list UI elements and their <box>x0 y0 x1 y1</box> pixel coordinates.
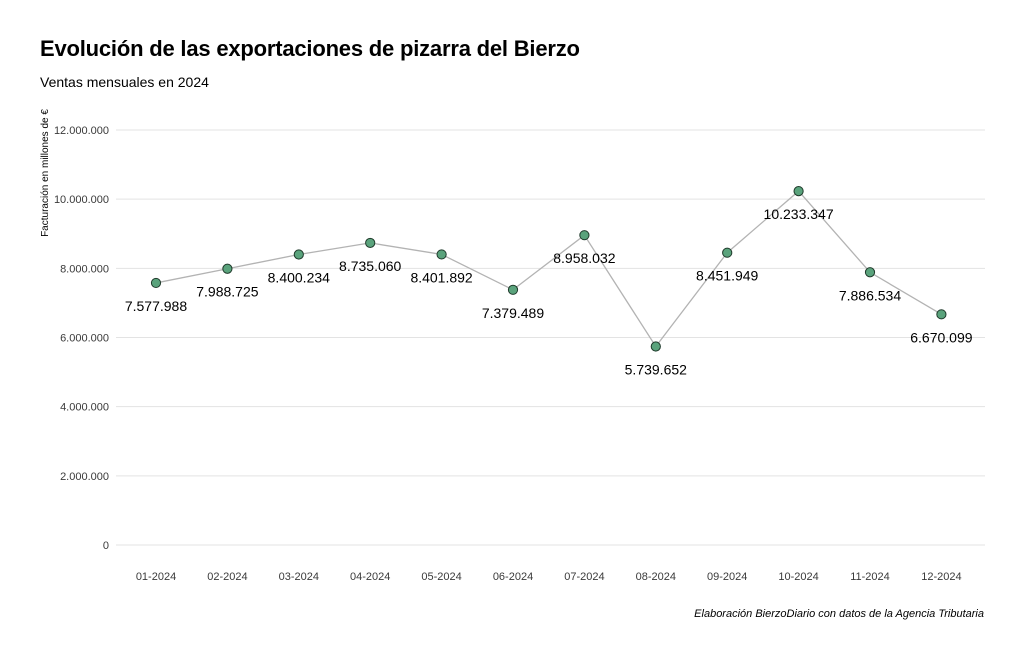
x-tick-label: 10-2024 <box>778 571 818 583</box>
data-point <box>650 341 661 352</box>
x-tick-label: 11-2024 <box>850 571 890 583</box>
data-label: 10.233.347 <box>764 206 834 222</box>
data-label: 8.400.234 <box>268 269 330 285</box>
data-label: 8.451.949 <box>696 268 758 284</box>
grid-layer <box>116 129 985 546</box>
data-label: 8.735.060 <box>339 258 401 274</box>
data-label: 6.670.099 <box>910 329 972 345</box>
source-caption: Elaboración BierzoDiario con datos de la… <box>694 608 984 620</box>
data-labels: 7.577.988 7.988.725 8.400.234 8.735.060 8.40… <box>125 206 973 377</box>
x-tick-label: 03-2024 <box>279 571 319 583</box>
y-tick-label: 4.000.000 <box>60 402 109 414</box>
data-label: 7.379.489 <box>482 305 544 321</box>
data-label: 5.739.652 <box>625 362 687 378</box>
data-label: 8.401.892 <box>410 269 472 285</box>
data-point <box>436 249 447 260</box>
data-point <box>579 230 590 241</box>
chart-title: Evolución de las exportaciones de pizarr… <box>40 36 580 61</box>
x-tick-label: 09-2024 <box>707 571 747 583</box>
x-tick-label: 07-2024 <box>564 571 604 583</box>
data-point <box>365 237 376 249</box>
chart-subtitle: Ventas mensuales en 2024 <box>40 74 209 90</box>
y-tick-label: 10.000.000 <box>54 194 109 206</box>
data-points <box>150 185 947 352</box>
data-point <box>222 263 233 274</box>
data-point <box>507 284 519 295</box>
x-tick-label: 02-2024 <box>207 571 247 583</box>
x-axis-ticks: 01-2024 02-2024 03-2024 04-2024 05-2024 06-20… <box>136 571 962 583</box>
y-tick-label: 12.000.000 <box>54 125 109 137</box>
data-point <box>722 247 733 258</box>
x-tick-label: 06-2024 <box>493 571 533 583</box>
data-point <box>864 267 876 278</box>
data-point <box>150 277 162 289</box>
y-axis-title: Facturación en millones de € <box>40 109 51 237</box>
y-tick-label: 8.000.000 <box>60 263 109 275</box>
y-tick-label: 6.000.000 <box>60 333 109 345</box>
data-point <box>936 309 947 320</box>
data-point <box>293 249 304 260</box>
y-tick-label: 0 <box>103 540 109 552</box>
y-axis-ticks: 0 2.000.000 4.000.000 6.000.000 8.000.000 10.… <box>54 125 109 552</box>
x-tick-label: 12-2024 <box>921 571 961 583</box>
series-line <box>155 190 942 348</box>
data-label: 7.988.725 <box>196 284 258 300</box>
x-tick-label: 04-2024 <box>350 571 390 583</box>
x-tick-label: 01-2024 <box>136 571 176 583</box>
data-point <box>793 185 804 197</box>
x-tick-label: 08-2024 <box>636 571 676 583</box>
data-label: 7.577.988 <box>125 298 187 314</box>
y-tick-label: 2.000.000 <box>60 471 109 483</box>
data-label: 7.886.534 <box>839 287 901 303</box>
x-tick-label: 05-2024 <box>421 571 461 583</box>
data-label: 8.958.032 <box>553 250 615 266</box>
